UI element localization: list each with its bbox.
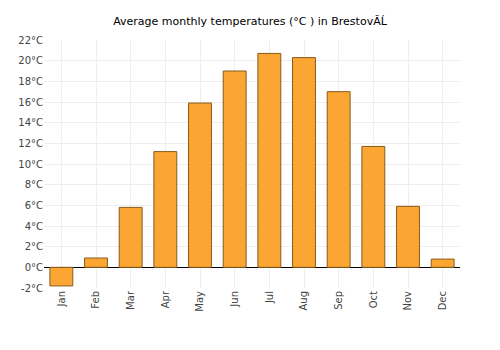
svg-text:Nov: Nov bbox=[402, 291, 413, 311]
svg-text:2°C: 2°C bbox=[25, 241, 43, 252]
svg-text:May: May bbox=[194, 291, 205, 312]
svg-text:Mar: Mar bbox=[125, 290, 136, 310]
svg-text:10°C: 10°C bbox=[18, 159, 43, 170]
svg-text:0°C: 0°C bbox=[25, 262, 43, 273]
svg-text:Jul: Jul bbox=[264, 291, 275, 304]
svg-text:Jan: Jan bbox=[56, 291, 67, 307]
svg-text:4°C: 4°C bbox=[25, 221, 43, 232]
svg-text:8°C: 8°C bbox=[25, 179, 43, 190]
svg-text:20°C: 20°C bbox=[18, 55, 43, 66]
svg-text:Jun: Jun bbox=[229, 291, 240, 308]
svg-text:12°C: 12°C bbox=[18, 138, 43, 149]
svg-text:16°C: 16°C bbox=[18, 97, 43, 108]
svg-text:Apr: Apr bbox=[160, 290, 171, 308]
svg-text:Average monthly temperatures (: Average monthly temperatures (°C ) in Br… bbox=[113, 15, 387, 28]
svg-text:Aug: Aug bbox=[298, 291, 309, 311]
svg-text:18°C: 18°C bbox=[18, 76, 43, 87]
svg-text:6°C: 6°C bbox=[25, 200, 43, 211]
svg-text:Feb: Feb bbox=[90, 291, 101, 309]
svg-text:-2°C: -2°C bbox=[21, 283, 43, 294]
svg-text:Sep: Sep bbox=[333, 291, 344, 310]
svg-text:22°C: 22°C bbox=[18, 35, 43, 46]
svg-text:14°C: 14°C bbox=[18, 117, 43, 128]
svg-text:Dec: Dec bbox=[437, 291, 448, 310]
svg-text:Oct: Oct bbox=[368, 291, 379, 308]
